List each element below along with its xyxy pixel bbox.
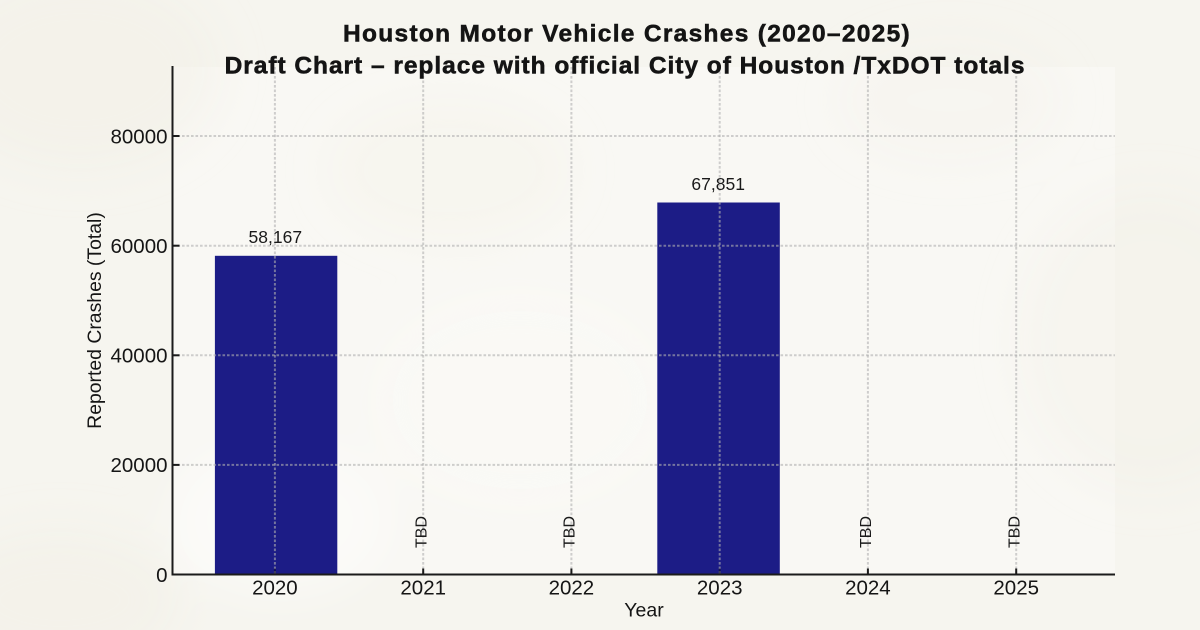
svg-text:2022: 2022 <box>549 576 595 599</box>
svg-text:67,851: 67,851 <box>691 174 745 194</box>
svg-text:2024: 2024 <box>845 576 891 599</box>
svg-text:TBD: TBD <box>858 516 875 548</box>
svg-text:Draft Chart – replace with off: Draft Chart – replace with official City… <box>225 52 1026 79</box>
svg-text:60000: 60000 <box>110 235 167 258</box>
svg-text:58,167: 58,167 <box>249 227 303 247</box>
svg-text:0: 0 <box>156 564 167 587</box>
svg-text:2023: 2023 <box>697 576 743 599</box>
svg-text:TBD: TBD <box>1007 516 1024 548</box>
svg-text:40000: 40000 <box>110 345 167 368</box>
svg-text:Year: Year <box>624 600 664 622</box>
svg-text:TBD: TBD <box>414 516 431 548</box>
svg-text:TBD: TBD <box>562 516 579 548</box>
svg-text:20000: 20000 <box>110 454 167 477</box>
svg-text:2025: 2025 <box>993 576 1039 599</box>
svg-text:80000: 80000 <box>110 125 167 148</box>
svg-text:Houston Motor Vehicle Crashes: Houston Motor Vehicle Crashes (2020–2025… <box>343 20 911 47</box>
svg-text:2020: 2020 <box>252 576 298 599</box>
svg-text:2021: 2021 <box>400 576 446 599</box>
svg-text:Reported Crashes (Total): Reported Crashes (Total) <box>84 212 106 429</box>
